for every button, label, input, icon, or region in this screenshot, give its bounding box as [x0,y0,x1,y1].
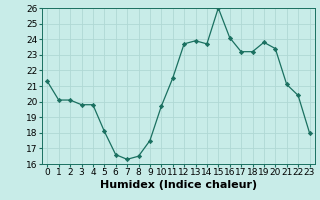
X-axis label: Humidex (Indice chaleur): Humidex (Indice chaleur) [100,180,257,190]
